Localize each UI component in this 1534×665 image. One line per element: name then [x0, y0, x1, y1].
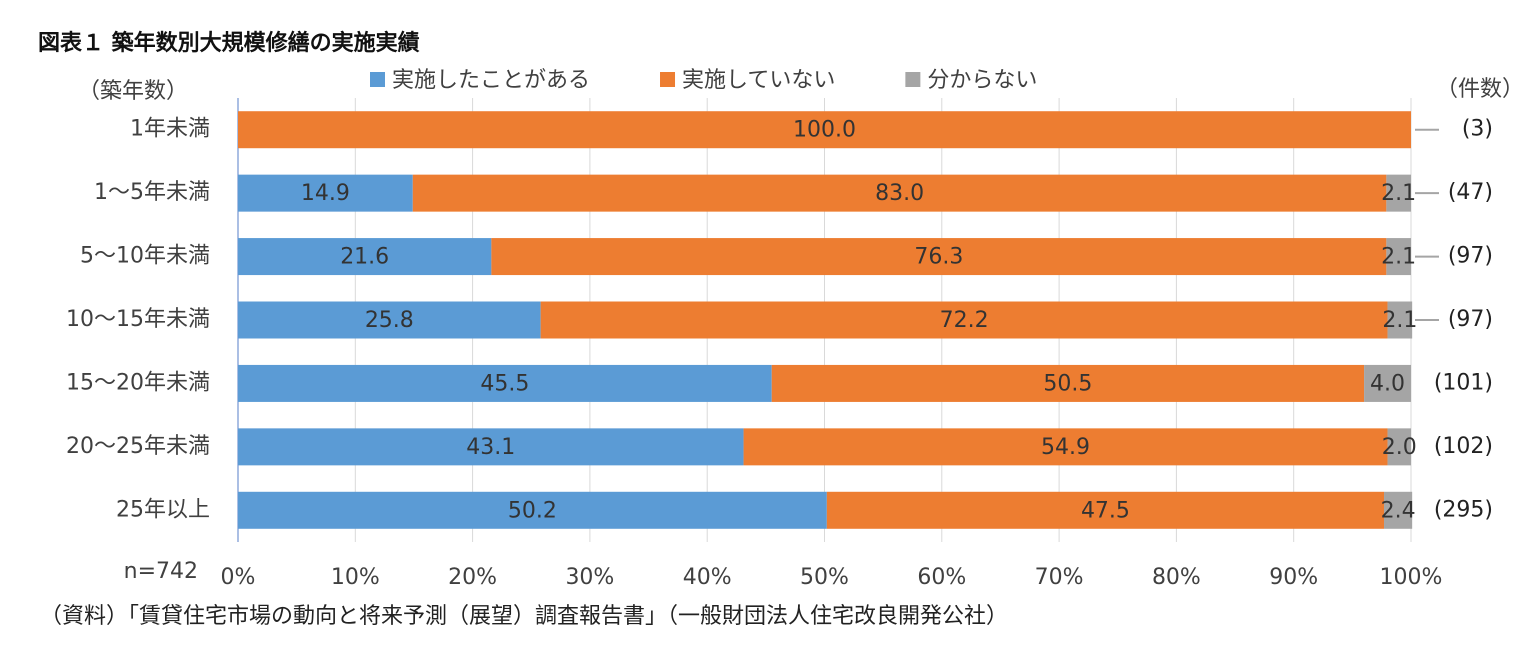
- data-label: 2.1: [1381, 181, 1416, 206]
- data-label: 72.2: [940, 308, 989, 333]
- bar-segment: [491, 238, 1387, 276]
- bar-segment: [1386, 238, 1411, 276]
- bar-segment: [1387, 428, 1411, 466]
- data-label: 2.4: [1381, 498, 1416, 523]
- count-label: (97): [1448, 244, 1493, 269]
- x-tick-label: 40%: [683, 565, 732, 590]
- data-label: 4.0: [1370, 371, 1405, 396]
- data-label: 21.6: [340, 245, 389, 270]
- data-label: 100.0: [793, 118, 856, 143]
- source: （資料）「賃貸住宅市場の動向と将来予測（展望）調査報告書」（一般財団法人住宅改良…: [40, 604, 1008, 629]
- x-tick-label: 70%: [1035, 565, 1084, 590]
- bar-segment: [743, 428, 1388, 466]
- bar-segment: [1364, 364, 1411, 402]
- data-label: 2.1: [1382, 308, 1417, 333]
- bar-segment: [238, 301, 541, 339]
- count-label: (3): [1462, 117, 1493, 142]
- legend-swatch: [905, 72, 921, 87]
- bar-segment: [771, 364, 1365, 402]
- y-tick-label: 15～20年未満: [66, 370, 210, 395]
- x-tick-label: 100%: [1380, 565, 1443, 590]
- legend-label: 分からない: [927, 68, 1037, 93]
- bar-segment: [1387, 301, 1413, 339]
- count-label: (47): [1448, 180, 1493, 205]
- bar-segment: [540, 301, 1388, 339]
- x-tick-label: 80%: [1152, 565, 1201, 590]
- data-label: 45.5: [480, 371, 529, 396]
- x-tick-label: 90%: [1269, 565, 1318, 590]
- legend-swatch: [370, 72, 385, 87]
- x-tick-label: 30%: [565, 565, 614, 590]
- bar-segment: [238, 364, 772, 402]
- chart-title: 図表１ 築年数別大規模修繕の実施実績: [38, 30, 420, 56]
- data-label: 25.8: [365, 308, 414, 333]
- bar-segment: [238, 428, 744, 466]
- y-tick-label: 10～15年未満: [66, 307, 210, 332]
- data-label: 50.2: [508, 498, 557, 523]
- count-label: (101): [1434, 370, 1493, 395]
- legend-label: 実施したことがある: [392, 68, 590, 93]
- bar-segment: [1384, 491, 1413, 529]
- bar-segment: [826, 491, 1385, 529]
- y-tick-label: 1～5年未満: [94, 180, 210, 205]
- data-label: 2.0: [1382, 435, 1417, 460]
- x-tick-label: 0%: [221, 565, 256, 590]
- count-label: (102): [1434, 434, 1493, 459]
- data-label: 76.3: [914, 245, 963, 270]
- data-label: 83.0: [875, 181, 924, 206]
- data-label: 43.1: [466, 435, 515, 460]
- count-label: (295): [1434, 497, 1493, 522]
- y-tick-label: 1年未満: [130, 117, 210, 142]
- sample-note: n=742: [124, 559, 198, 584]
- data-label: 2.1: [1381, 245, 1416, 270]
- bar-segment: [238, 238, 492, 276]
- x-tick-label: 50%: [800, 565, 849, 590]
- x-tick-label: 60%: [917, 565, 966, 590]
- y-tick-label: 20～25年未満: [66, 434, 210, 459]
- x-tick-label: 10%: [331, 565, 380, 590]
- count-label: (97): [1448, 307, 1493, 332]
- legend-label: 実施していない: [682, 68, 835, 93]
- data-label: 50.5: [1043, 371, 1092, 396]
- x-tick-label: 20%: [448, 565, 497, 590]
- bar-segment: [412, 174, 1387, 212]
- y-tick-label: 5～10年未満: [80, 244, 210, 269]
- bar-segment: [238, 174, 413, 212]
- bar-segment: [238, 111, 1411, 149]
- legend-swatch: [660, 72, 676, 87]
- count-axis-label: （件数）: [1436, 77, 1524, 102]
- data-label: 54.9: [1041, 435, 1090, 460]
- data-label: 14.9: [301, 181, 350, 206]
- y-tick-label: 25年以上: [116, 497, 210, 522]
- bar-segment: [238, 491, 827, 529]
- y-axis-label: （築年数）: [78, 79, 188, 104]
- bar-segment: [1386, 174, 1411, 212]
- data-label: 47.5: [1081, 498, 1130, 523]
